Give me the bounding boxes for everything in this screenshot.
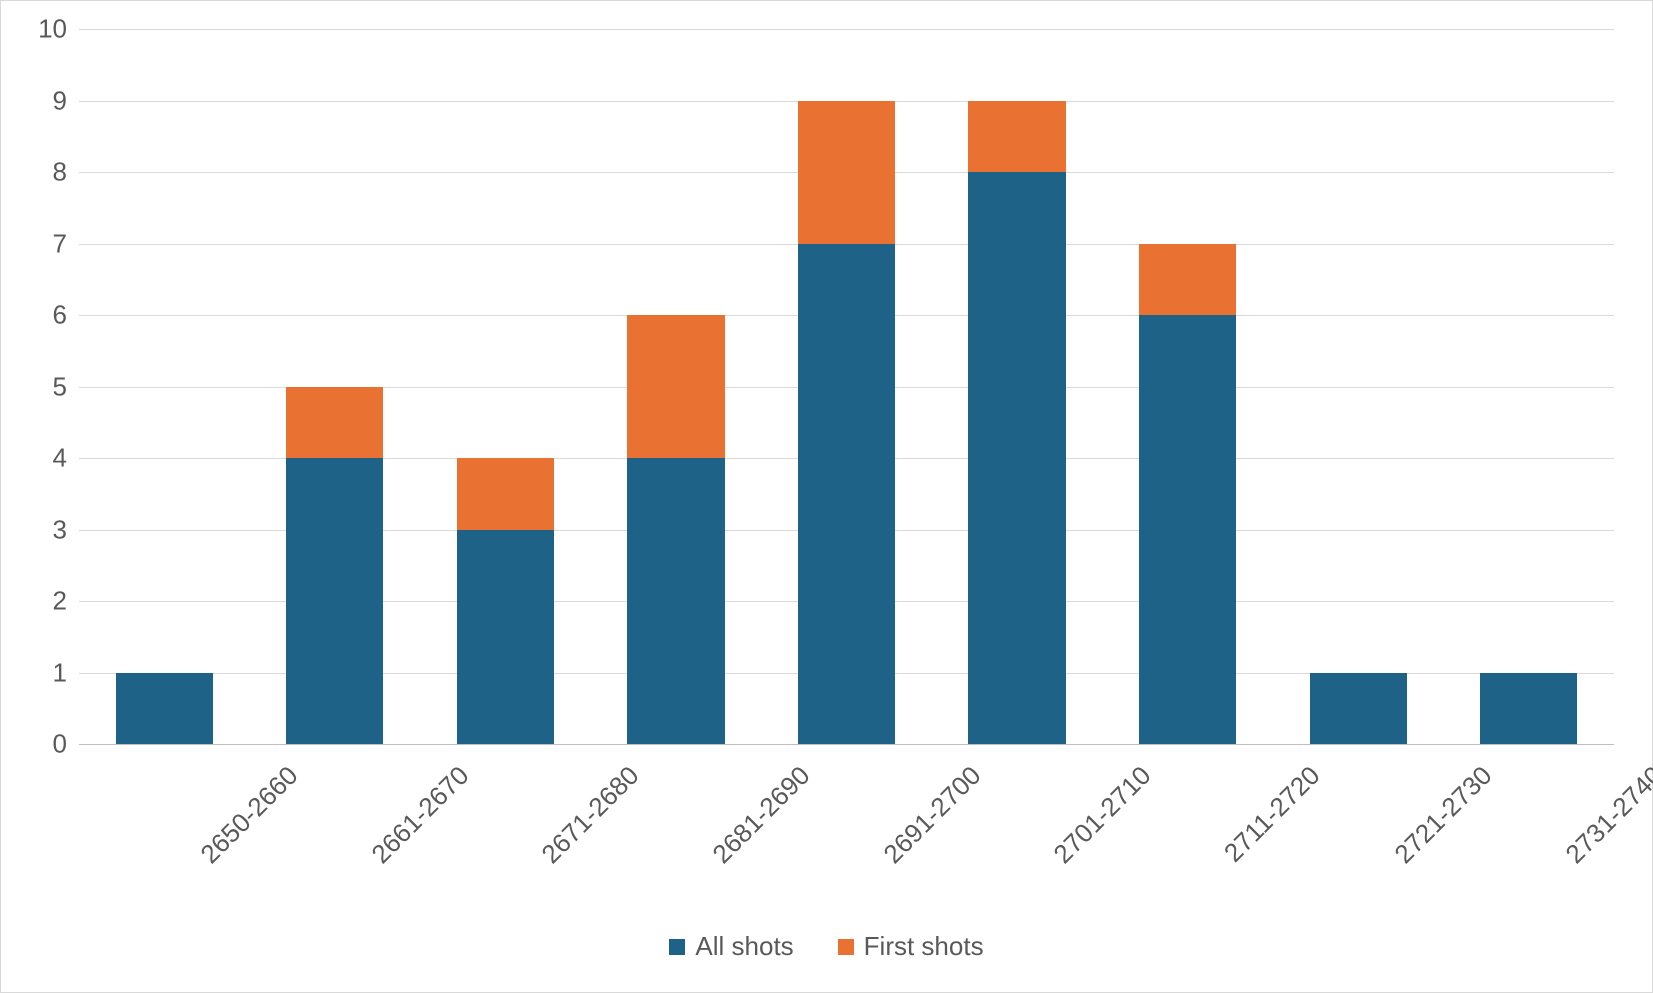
legend-label: All shots — [695, 931, 793, 962]
bar-stack — [1139, 29, 1236, 744]
bar-segment — [116, 673, 213, 745]
y-tick-label: 1 — [53, 657, 67, 688]
legend-item: All shots — [669, 931, 793, 962]
bar-segment — [968, 172, 1065, 744]
bar-segment — [1139, 315, 1236, 744]
bar-stack — [116, 29, 213, 744]
y-tick-label: 7 — [53, 228, 67, 259]
bar-stack — [627, 29, 724, 744]
x-label-slot: 2731-2740 — [1444, 744, 1615, 894]
bar-slot — [420, 29, 591, 744]
legend-label: First shots — [864, 931, 984, 962]
bar-stack — [286, 29, 383, 744]
y-tick-label: 8 — [53, 157, 67, 188]
y-tick-label: 9 — [53, 85, 67, 116]
legend-item: First shots — [838, 931, 984, 962]
x-label-slot: 2661-2670 — [250, 744, 421, 894]
x-label-slot: 2691-2700 — [761, 744, 932, 894]
bar-slot — [250, 29, 421, 744]
x-axis-labels: 2650-26602661-26702671-26802681-26902691… — [79, 744, 1614, 894]
plot-area: 012345678910 — [79, 29, 1614, 744]
bar-stack — [798, 29, 895, 744]
bars-container — [79, 29, 1614, 744]
bar-segment — [457, 458, 554, 530]
chart-container: 012345678910 2650-26602661-26702671-2680… — [0, 0, 1653, 993]
bar-stack — [968, 29, 1065, 744]
y-tick-label: 10 — [38, 14, 67, 45]
bar-segment — [1480, 673, 1577, 745]
bar-stack — [457, 29, 554, 744]
bar-segment — [457, 530, 554, 745]
x-label-slot: 2711-2720 — [1102, 744, 1273, 894]
bar-segment — [798, 244, 895, 745]
bar-stack — [1310, 29, 1407, 744]
y-tick-label: 4 — [53, 443, 67, 474]
legend-swatch — [669, 939, 685, 955]
bar-segment — [1310, 673, 1407, 745]
bar-stack — [1480, 29, 1577, 744]
y-tick-label: 0 — [53, 729, 67, 760]
bar-slot — [1102, 29, 1273, 744]
y-tick-label: 3 — [53, 514, 67, 545]
y-tick-label: 6 — [53, 300, 67, 331]
chart-inner: 012345678910 2650-26602661-26702671-2680… — [9, 9, 1644, 984]
x-label-slot: 2681-2690 — [591, 744, 762, 894]
bar-slot — [932, 29, 1103, 744]
bar-slot — [1444, 29, 1615, 744]
bar-segment — [627, 458, 724, 744]
bar-segment — [968, 101, 1065, 173]
y-tick-label: 2 — [53, 586, 67, 617]
legend: All shots First shots — [9, 931, 1644, 962]
y-tick-label: 5 — [53, 371, 67, 402]
bar-segment — [286, 387, 383, 459]
x-label-slot: 2721-2730 — [1273, 744, 1444, 894]
bar-segment — [286, 458, 383, 744]
x-label-slot: 2701-2710 — [932, 744, 1103, 894]
bar-slot — [1273, 29, 1444, 744]
x-label-slot: 2671-2680 — [420, 744, 591, 894]
bar-segment — [798, 101, 895, 244]
x-tick-label: 2731-2740 — [1559, 760, 1653, 870]
bar-slot — [761, 29, 932, 744]
bar-segment — [1139, 244, 1236, 316]
bar-segment — [627, 315, 724, 458]
x-label-slot: 2650-2660 — [79, 744, 250, 894]
bar-slot — [79, 29, 250, 744]
legend-swatch — [838, 939, 854, 955]
bar-slot — [591, 29, 762, 744]
